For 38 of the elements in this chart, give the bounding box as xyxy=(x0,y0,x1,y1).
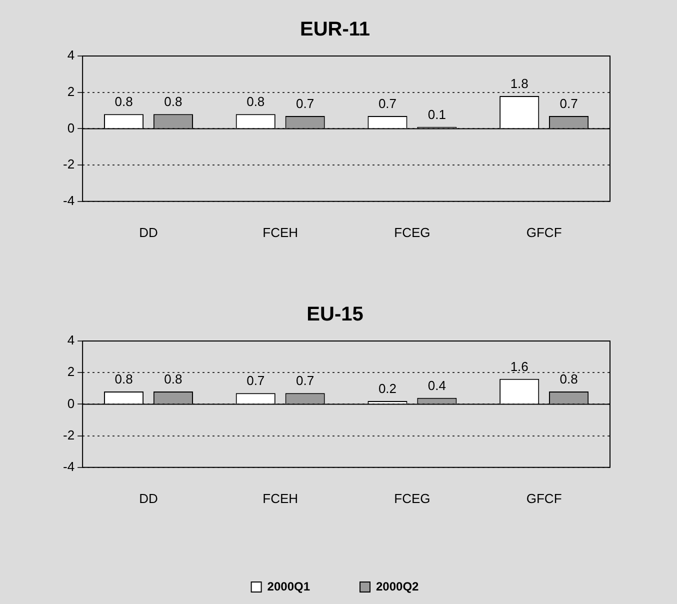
x-tick-label: DD xyxy=(139,490,158,506)
y-tick-label: -2 xyxy=(62,156,75,172)
data-label: 1.6 xyxy=(510,359,528,374)
data-label: 0.7 xyxy=(296,373,314,388)
x-tick-label: FCEH xyxy=(262,224,298,240)
data-label: 0.1 xyxy=(428,106,446,122)
x-tick-label: DD xyxy=(139,224,158,240)
data-label: 0.2 xyxy=(378,381,397,396)
data-label: 0.7 xyxy=(246,373,265,388)
data-label: 0.7 xyxy=(560,96,578,112)
data-label: 0.7 xyxy=(378,96,397,112)
y-tick-label: 4 xyxy=(67,332,75,348)
legend-label: 2000Q2 xyxy=(376,579,420,594)
data-label: 0.8 xyxy=(114,372,133,387)
legend-label: 2000Q1 xyxy=(267,579,310,594)
chart-title: EUR-11 xyxy=(300,18,370,41)
y-tick-label: -4 xyxy=(62,192,75,208)
x-tick-label: GFCF xyxy=(526,490,562,506)
data-label: 0.8 xyxy=(246,94,265,110)
y-tick-label: 2 xyxy=(67,84,75,99)
y-tick-label: 0 xyxy=(67,120,75,136)
data-label: 0.4 xyxy=(428,378,446,393)
y-tick-label: 0 xyxy=(67,396,75,411)
data-label: 0.8 xyxy=(114,94,133,110)
x-tick-label: FCEG xyxy=(394,490,430,506)
data-label: 0.8 xyxy=(164,372,182,387)
y-tick-label: -4 xyxy=(62,458,75,474)
y-tick-label: 2 xyxy=(67,364,75,380)
data-label: 1.8 xyxy=(510,76,528,92)
y-tick-label: -2 xyxy=(62,427,75,442)
data-label: 0.8 xyxy=(560,372,578,387)
y-tick-label: 4 xyxy=(67,48,75,63)
data-label: 0.8 xyxy=(164,94,182,110)
x-tick-label: FCEH xyxy=(262,490,298,506)
chart-title: EU-15 xyxy=(306,304,364,326)
x-tick-label: GFCF xyxy=(526,224,562,240)
data-label: 0.7 xyxy=(296,96,314,112)
x-tick-label: FCEG xyxy=(394,224,430,240)
